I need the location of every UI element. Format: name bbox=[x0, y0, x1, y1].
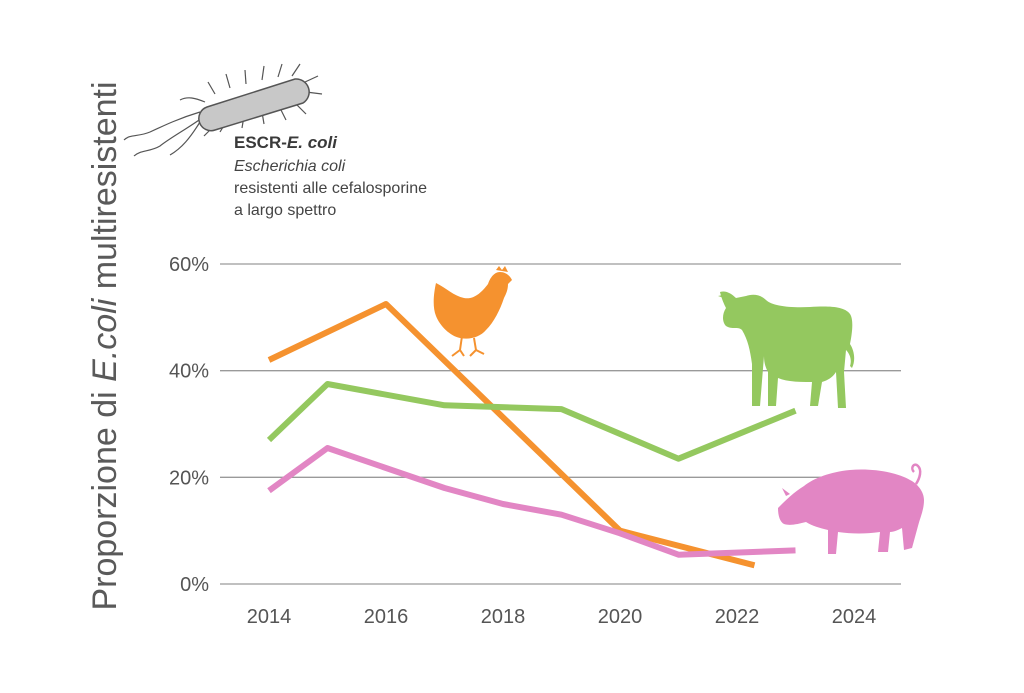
y-tick-label: 0% bbox=[180, 574, 209, 596]
legend-description-2: a largo spettro bbox=[234, 202, 336, 219]
pig-icon bbox=[778, 463, 924, 554]
y-tick-label: 60% bbox=[169, 254, 209, 276]
y-tick-labels: 0% 20% 40% 60% bbox=[169, 254, 209, 596]
x-tick-label: 2016 bbox=[364, 606, 409, 628]
y-tick-label: 40% bbox=[169, 361, 209, 383]
x-tick-labels: 2014 2016 2018 2020 2022 2024 bbox=[247, 606, 877, 628]
series bbox=[266, 301, 797, 569]
chicken-icon bbox=[433, 266, 512, 357]
legend-title: ESCR-E. coli bbox=[234, 133, 338, 152]
series-line-chicken bbox=[267, 301, 756, 569]
y-axis-label: Proporzione di E.coli multiresistenti bbox=[86, 81, 124, 610]
x-tick-label: 2022 bbox=[715, 606, 760, 628]
x-tick-label: 2020 bbox=[598, 606, 643, 628]
series-line-cattle bbox=[266, 381, 797, 462]
x-tick-label: 2014 bbox=[247, 606, 292, 628]
x-tick-label: 2018 bbox=[481, 606, 526, 628]
legend-description-1: resistenti alle cefalosporine bbox=[234, 180, 427, 197]
legend-species: Escherichia coli bbox=[234, 158, 346, 175]
bacterium-icon bbox=[123, 63, 323, 157]
series-line-pig bbox=[267, 445, 796, 558]
y-tick-label: 20% bbox=[169, 467, 209, 489]
grid bbox=[220, 263, 901, 585]
x-tick-label: 2024 bbox=[832, 606, 877, 628]
cow-icon bbox=[718, 291, 855, 408]
